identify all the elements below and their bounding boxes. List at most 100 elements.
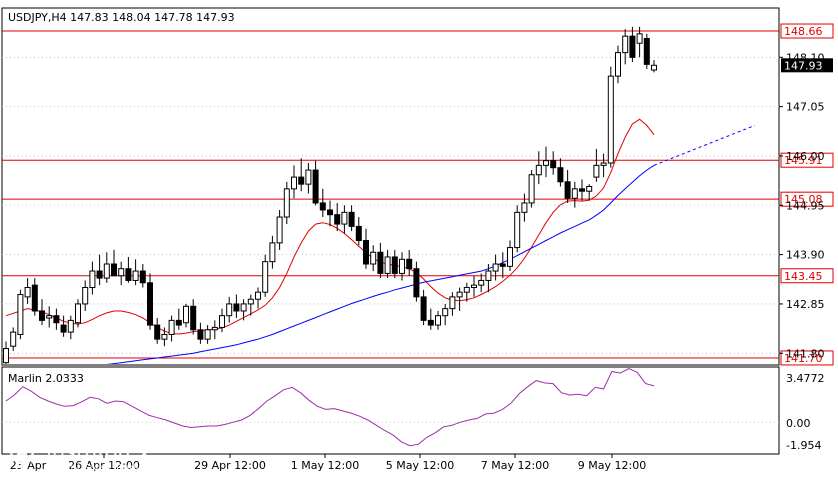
- candle: [499, 252, 506, 279]
- candle: [543, 146, 549, 178]
- candle: [276, 209, 283, 250]
- candle: [175, 308, 182, 330]
- candle: [420, 289, 427, 326]
- time-tick-label: 1 May 12:00: [291, 459, 359, 472]
- candle-body-bull: [283, 188, 290, 218]
- candle-body-bull: [82, 286, 89, 305]
- candle: [96, 254, 103, 286]
- candle: [535, 151, 542, 185]
- candle-body-bear: [579, 188, 585, 192]
- candle-body-bull: [276, 216, 283, 244]
- candles: [3, 26, 657, 364]
- indicator-label: Marlin 2.0333: [8, 372, 84, 385]
- candle: [636, 26, 643, 58]
- candle: [283, 181, 290, 225]
- indicator-panel[interactable]: 3.4772 0.00 -1.954 Marlin 2.0333: [1, 366, 825, 455]
- price-tick-label: 148.10: [786, 51, 825, 64]
- candle-body-bull: [456, 291, 463, 298]
- price-panel[interactable]: 148.66 145.91 145.08 143.45 141.70 147.93 148…: [1, 7, 834, 377]
- candle: [255, 287, 261, 309]
- candle-body-bull: [622, 35, 629, 54]
- candle: [240, 299, 247, 321]
- candle-body-bull: [600, 162, 607, 166]
- candle: [24, 278, 31, 304]
- candle: [348, 205, 355, 232]
- candle: [521, 193, 528, 222]
- candle: [262, 254, 269, 297]
- candle-body-bull: [341, 211, 348, 225]
- candle: [471, 275, 477, 297]
- candle: [377, 242, 384, 279]
- candle: [60, 315, 67, 337]
- candle: [226, 296, 233, 323]
- candle-body-bear: [60, 324, 67, 333]
- candle-body-bull: [305, 169, 312, 185]
- level-label: 145.91: [784, 154, 823, 167]
- level-label: 145.08: [784, 193, 823, 206]
- candle-body-bear: [334, 214, 341, 225]
- candle-body-bull: [636, 33, 643, 44]
- candle: [190, 299, 197, 335]
- candle-body-bull: [103, 263, 110, 279]
- candle-body-bull: [507, 247, 513, 267]
- price-tick-label: 143.90: [786, 249, 825, 262]
- price-tick-label: 141.80: [786, 347, 825, 360]
- candle: [305, 163, 312, 194]
- candle-body-bull: [211, 326, 218, 331]
- candle: [204, 325, 211, 344]
- candle: [197, 322, 204, 344]
- candle-body-bull: [118, 268, 125, 277]
- candle-body-bull: [247, 298, 254, 305]
- candle: [168, 315, 175, 342]
- chart-header: USDJPY,H4 147.83 148.04 147.78 147.93: [8, 11, 235, 24]
- candle-body-bear: [147, 282, 153, 326]
- candle: [82, 280, 89, 311]
- candle-body-bear: [363, 240, 369, 265]
- candle: [53, 308, 60, 330]
- candle-body-bull: [478, 279, 485, 286]
- candle-body-bear: [139, 270, 146, 284]
- candle-body-bear: [499, 263, 506, 267]
- candle-body-bull: [89, 270, 96, 288]
- candle: [557, 158, 564, 187]
- indicator-level-bottom: -1.954: [786, 439, 821, 452]
- candle-body-bear: [53, 315, 60, 324]
- candle: [10, 327, 17, 351]
- candle: [463, 282, 470, 302]
- watermark-tagline: Instant Forex Trading: [46, 463, 151, 474]
- candle-body-bull: [535, 164, 542, 176]
- candle-body-bull: [255, 291, 261, 300]
- candle: [341, 205, 348, 234]
- candle: [456, 287, 463, 311]
- candle: [427, 308, 434, 330]
- candle-body-bear: [427, 319, 434, 326]
- candle: [3, 341, 9, 364]
- price-tick-label: 147.05: [786, 101, 825, 114]
- candle-body-bear: [557, 167, 564, 183]
- candle: [355, 217, 362, 246]
- candle-body-bear: [31, 284, 38, 312]
- candle-body-bear: [125, 268, 132, 281]
- candle: [219, 308, 225, 333]
- candle-body-bull: [471, 284, 477, 288]
- candle-body-bear: [327, 209, 333, 216]
- candle-body-bull: [384, 256, 391, 274]
- candle: [46, 306, 53, 328]
- candle-body-bull: [46, 315, 53, 319]
- candle-body-bull: [183, 305, 189, 324]
- candle: [103, 252, 110, 283]
- candle-body-bear: [564, 181, 571, 199]
- indicator-axis: 3.4772 0.00 -1.954: [786, 372, 825, 452]
- candle-body-bear: [420, 296, 427, 321]
- candle-body-bull: [17, 294, 24, 335]
- candle: [161, 327, 168, 347]
- candle-body-bull: [370, 251, 377, 265]
- candle-body-bull: [607, 75, 614, 164]
- candle-body-bear: [643, 38, 650, 65]
- price-tick-label: 146.00: [786, 150, 825, 163]
- candle-body-bear: [550, 160, 557, 169]
- candle: [67, 315, 74, 340]
- candle-body-bull: [593, 164, 600, 178]
- instaforex-logo-icon: [3, 432, 41, 470]
- candle-body-bull: [132, 270, 139, 281]
